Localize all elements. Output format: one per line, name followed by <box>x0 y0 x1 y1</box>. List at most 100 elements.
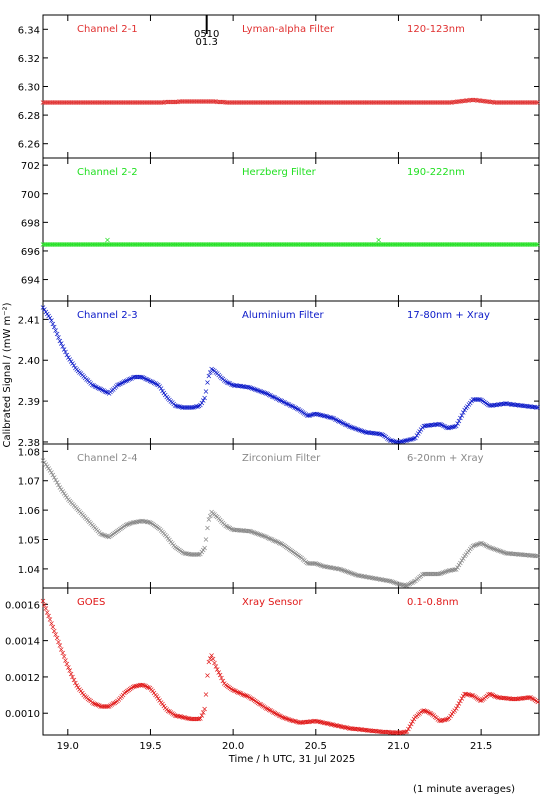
data-point: × <box>345 568 352 577</box>
data-point: × <box>214 665 221 674</box>
data-point: × <box>92 240 99 249</box>
data-point: × <box>113 98 120 107</box>
data-point: × <box>436 98 443 107</box>
data-point: × <box>246 693 253 702</box>
data-point: × <box>232 525 239 534</box>
data-point: × <box>449 240 456 249</box>
data-point: × <box>73 504 80 513</box>
data-point: × <box>411 715 418 724</box>
data-point: × <box>58 485 65 494</box>
data-point: × <box>532 240 539 249</box>
data-point: × <box>315 560 322 569</box>
data-point: × <box>503 240 510 249</box>
data-point: × <box>368 573 375 582</box>
data-point: × <box>231 525 238 534</box>
data-point: × <box>54 240 61 249</box>
data-point: × <box>423 98 430 107</box>
data-point: × <box>225 98 232 107</box>
data-point: × <box>69 359 76 368</box>
data-point: × <box>173 97 180 106</box>
data-point: × <box>349 240 356 249</box>
data-point: × <box>304 98 311 107</box>
data-point: × <box>156 98 163 107</box>
data-point: × <box>151 378 158 387</box>
data-point: × <box>391 578 398 587</box>
data-point: × <box>376 240 383 249</box>
data-point: × <box>290 98 297 107</box>
data-point: × <box>447 98 454 107</box>
data-point: × <box>128 684 135 693</box>
data-point: × <box>272 709 279 718</box>
data-point: × <box>262 98 269 107</box>
data-point: × <box>80 240 87 249</box>
data-point: × <box>246 240 253 249</box>
data-point: × <box>384 98 391 107</box>
data-point: × <box>335 721 342 730</box>
data-point: × <box>461 240 468 249</box>
data-point: × <box>515 550 522 559</box>
data-point: × <box>318 240 325 249</box>
data-point: × <box>415 574 422 583</box>
data-point: × <box>135 373 142 382</box>
data-point: × <box>454 702 461 711</box>
data-point: × <box>439 716 446 725</box>
data-point: × <box>64 660 71 669</box>
data-point: × <box>336 240 343 249</box>
time-marker: 0510 01.3 <box>194 15 219 48</box>
data-point: × <box>272 393 279 402</box>
data-point: × <box>170 541 177 550</box>
data-point: × <box>472 96 479 105</box>
data-point: × <box>214 513 221 522</box>
data-point: × <box>198 548 205 557</box>
data-point: × <box>290 402 297 411</box>
data-point: × <box>390 578 397 587</box>
data-point: × <box>401 581 408 590</box>
data-point: × <box>461 96 468 105</box>
data-point: × <box>94 98 101 107</box>
data-point: × <box>412 576 419 585</box>
data-point: × <box>505 98 512 107</box>
data-point: × <box>394 240 401 249</box>
data-point: × <box>492 240 499 249</box>
data-point: × <box>229 525 236 534</box>
data-point: × <box>75 683 82 692</box>
data-point: × <box>516 240 523 249</box>
data-point: × <box>55 481 62 490</box>
data-point: × <box>326 98 333 107</box>
data-point: × <box>300 718 307 727</box>
data-point: × <box>265 240 272 249</box>
data-point: × <box>218 673 225 682</box>
panel-channel-label: Channel 2-3 <box>77 310 138 321</box>
data-point: × <box>444 240 451 249</box>
data-point: × <box>527 240 534 249</box>
data-point: × <box>480 97 487 106</box>
data-point: × <box>388 436 395 445</box>
data-point: × <box>298 554 305 563</box>
data-point: × <box>65 98 72 107</box>
data-point: × <box>277 240 284 249</box>
data-point: × <box>487 543 494 552</box>
data-point: × <box>451 706 458 715</box>
data-point: × <box>304 240 311 249</box>
data-point: × <box>180 713 187 722</box>
data-point: × <box>263 533 270 542</box>
data-point: × <box>336 98 343 107</box>
data-point: × <box>142 98 149 107</box>
data-point: × <box>335 564 342 573</box>
data-point: × <box>263 98 270 107</box>
panel-frame <box>42 587 540 736</box>
data-point: × <box>153 380 160 389</box>
data-point: × <box>89 380 96 389</box>
data-point: × <box>302 410 309 419</box>
data-point: × <box>409 240 416 249</box>
data-point: × <box>161 240 168 249</box>
data-point: × <box>294 404 301 413</box>
data-point: × <box>377 430 384 439</box>
data-point: × <box>58 339 65 348</box>
data-point: × <box>471 541 478 550</box>
data-point: × <box>266 240 273 249</box>
data-point: × <box>340 566 347 575</box>
data-point: × <box>312 716 319 725</box>
data-point: × <box>139 680 146 689</box>
